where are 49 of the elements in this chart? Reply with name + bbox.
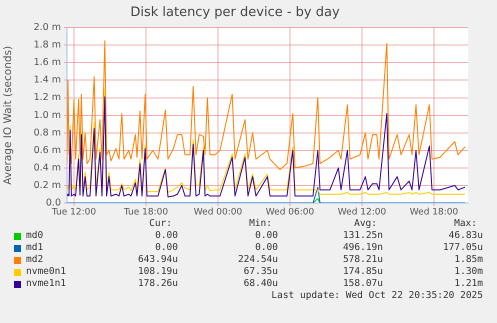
text: Max: — [454, 218, 477, 230]
text: Min: — [249, 218, 272, 230]
y-tick-label: 1.2 m — [34, 92, 61, 104]
y-tick-label: 0.0 — [46, 197, 61, 208]
y-axis-title: Average IO Wait (seconds) — [2, 46, 14, 185]
legend-label: md1 — [26, 242, 44, 254]
y-tick-label: 1.8 m — [34, 40, 61, 51]
y-tick-label: 0.8 m — [34, 127, 61, 138]
text: 496.19n — [342, 242, 383, 254]
y-tick-label: 1.0 m — [34, 110, 61, 121]
text: 108.19u — [138, 266, 178, 278]
text: 158.07u — [342, 278, 383, 290]
text: 224.54u — [238, 254, 278, 266]
text: 0.00 — [155, 242, 178, 254]
text: 0.00 — [255, 242, 278, 254]
text: 0.00 — [155, 230, 178, 242]
legend-label: nvme1n1 — [26, 278, 66, 290]
text: 68.40u — [244, 278, 278, 290]
x-tick-label: Wed 06:00 — [266, 208, 314, 218]
x-tick-label: Wed 00:00 — [194, 208, 242, 218]
text: 178.26u — [138, 278, 178, 290]
text: 578.21u — [342, 254, 383, 266]
text: 1.21m — [454, 278, 483, 290]
legend-label: md0 — [26, 230, 44, 242]
y-tick-label: 1.4 m — [34, 74, 61, 86]
text: 1.30m — [454, 266, 483, 278]
y-tick-label: 0.2 m — [34, 180, 61, 191]
text: 643.94u — [138, 254, 178, 266]
text: 177.05u — [442, 242, 483, 254]
y-tick-label: 2.0 m — [34, 22, 61, 34]
text: 0.00 — [255, 230, 278, 242]
text: 174.85u — [342, 266, 383, 278]
chart-title: Disk latency per device - by day — [130, 5, 340, 20]
y-tick-label: 0.4 m — [34, 162, 61, 174]
text: 131.25n — [342, 230, 383, 242]
y-tick-label: 1.6 m — [34, 57, 61, 68]
text: Cur: — [149, 218, 172, 230]
text: Avg: — [354, 218, 377, 230]
x-tick-label: Tue 12:00 — [50, 208, 96, 218]
legend-label: md2 — [26, 254, 44, 266]
x-tick-label: Tue 18:00 — [122, 208, 168, 218]
text: 1.85m — [454, 254, 483, 266]
legend-label: nvme0n1 — [26, 266, 66, 278]
text: 67.35u — [244, 266, 278, 278]
text: Last update: Wed Oct 22 20:35:20 2025 — [271, 290, 483, 302]
x-tick-label: Wed 12:00 — [338, 208, 386, 218]
x-tick-label: Wed 18:00 — [410, 208, 458, 218]
y-tick-label: 0.6 m — [34, 144, 61, 156]
text: 46.83u — [448, 230, 483, 242]
